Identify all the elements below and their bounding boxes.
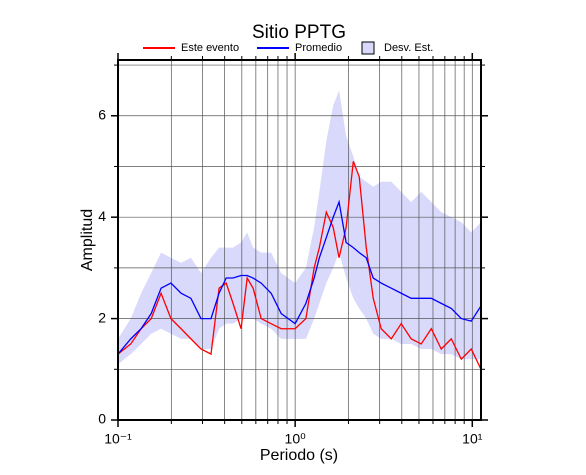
x-tick-label: 10⁻¹ — [104, 431, 132, 447]
y-tick-label: 0 — [98, 411, 106, 427]
legend-label: Este evento — [181, 42, 239, 54]
x-axis-label: Periodo (s) — [260, 447, 338, 464]
legend-label: Promedio — [295, 42, 342, 54]
series-line — [117, 199, 482, 355]
y-tick-label: 2 — [98, 309, 106, 325]
x-tick-label: 10¹ — [462, 431, 483, 447]
legend-swatch — [361, 41, 375, 55]
std-band — [118, 90, 481, 365]
plot-frame — [117, 59, 482, 421]
y-tick-label: 6 — [98, 106, 106, 122]
x-tick-label: 10⁰ — [285, 431, 307, 447]
series-line — [117, 161, 482, 370]
legend: Este evento Promedio Desv. Est. — [143, 41, 433, 55]
chart-title: Sitio PPTG — [252, 22, 346, 43]
legend-label: Desv. Est. — [384, 42, 433, 54]
y-axis-label: Amplitud — [79, 209, 96, 271]
y-tick-label: 4 — [98, 208, 106, 224]
